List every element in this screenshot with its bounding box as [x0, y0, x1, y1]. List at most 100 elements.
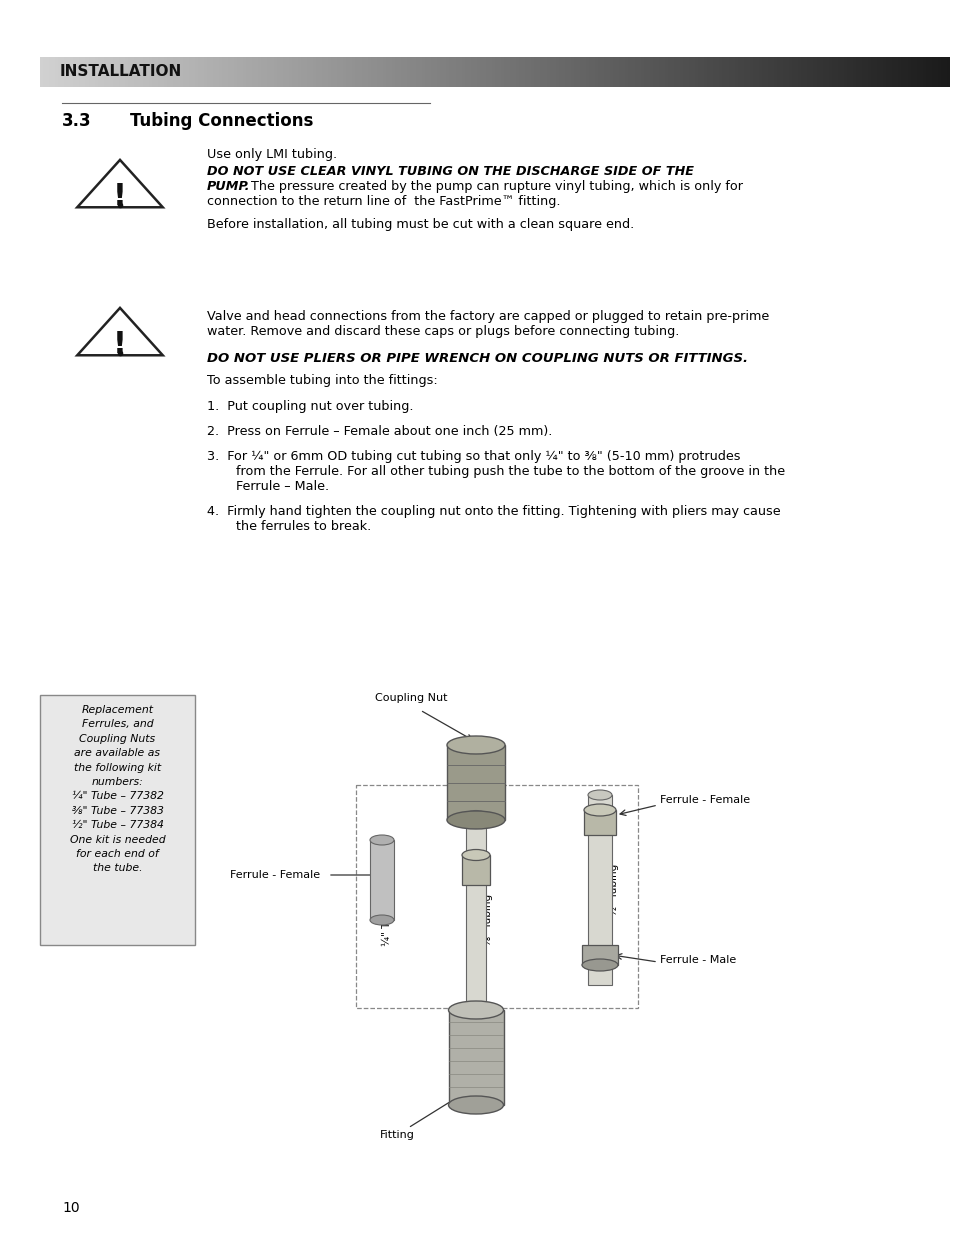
- Bar: [816, 57, 819, 86]
- Text: INSTALLATION: INSTALLATION: [60, 64, 182, 79]
- Bar: [410, 57, 413, 86]
- Bar: [570, 57, 574, 86]
- Bar: [140, 57, 143, 86]
- Bar: [770, 57, 773, 86]
- Bar: [631, 57, 634, 86]
- Bar: [655, 57, 659, 86]
- Bar: [52, 57, 55, 86]
- Bar: [489, 57, 492, 86]
- Bar: [837, 57, 840, 86]
- Bar: [546, 57, 549, 86]
- Bar: [389, 57, 392, 86]
- Bar: [125, 57, 128, 86]
- Bar: [315, 57, 318, 86]
- Bar: [882, 57, 885, 86]
- Bar: [937, 57, 940, 86]
- Bar: [155, 57, 158, 86]
- Bar: [782, 57, 785, 86]
- Bar: [267, 57, 271, 86]
- Bar: [300, 57, 304, 86]
- Bar: [400, 57, 403, 86]
- Bar: [397, 57, 400, 86]
- Bar: [425, 57, 428, 86]
- Bar: [97, 57, 101, 86]
- Bar: [325, 57, 328, 86]
- Bar: [500, 57, 503, 86]
- Text: Ferrule - Female: Ferrule - Female: [659, 795, 749, 805]
- Bar: [574, 57, 577, 86]
- Bar: [447, 745, 504, 820]
- Bar: [864, 57, 867, 86]
- Text: Coupling Nut: Coupling Nut: [375, 693, 447, 703]
- Bar: [456, 57, 458, 86]
- Text: 10: 10: [62, 1200, 79, 1215]
- Bar: [637, 57, 639, 86]
- Bar: [677, 57, 679, 86]
- Bar: [898, 57, 901, 86]
- Bar: [906, 57, 909, 86]
- Bar: [628, 57, 631, 86]
- Bar: [443, 57, 446, 86]
- Bar: [261, 57, 264, 86]
- Text: Valve and head connections from the factory are capped or plugged to retain pre-: Valve and head connections from the fact…: [207, 310, 768, 324]
- Bar: [582, 57, 585, 86]
- Ellipse shape: [465, 1020, 485, 1030]
- Bar: [358, 57, 361, 86]
- Bar: [752, 57, 755, 86]
- Bar: [876, 57, 880, 86]
- Text: The pressure created by the pump can rupture vinyl tubing, which is only for: The pressure created by the pump can rup…: [247, 180, 742, 193]
- Bar: [258, 57, 261, 86]
- Bar: [767, 57, 770, 86]
- Bar: [115, 57, 119, 86]
- Bar: [831, 57, 834, 86]
- Bar: [592, 57, 595, 86]
- Bar: [503, 57, 507, 86]
- Bar: [700, 57, 703, 86]
- Ellipse shape: [448, 1002, 503, 1019]
- Bar: [579, 57, 582, 86]
- Bar: [692, 57, 695, 86]
- Bar: [200, 57, 204, 86]
- Text: Ferrule - Male: Ferrule - Male: [659, 955, 736, 965]
- Bar: [331, 57, 334, 86]
- Bar: [49, 57, 52, 86]
- Bar: [719, 57, 721, 86]
- Ellipse shape: [447, 736, 504, 755]
- Bar: [716, 57, 719, 86]
- Bar: [537, 57, 540, 86]
- Bar: [304, 57, 307, 86]
- Bar: [334, 57, 337, 86]
- Bar: [819, 57, 821, 86]
- Bar: [107, 57, 110, 86]
- Bar: [595, 57, 598, 86]
- Bar: [661, 57, 664, 86]
- Bar: [764, 57, 767, 86]
- Bar: [446, 57, 449, 86]
- Ellipse shape: [587, 790, 612, 800]
- Bar: [798, 57, 801, 86]
- Bar: [685, 57, 688, 86]
- Bar: [282, 57, 285, 86]
- Bar: [231, 57, 233, 86]
- Bar: [528, 57, 531, 86]
- Bar: [152, 57, 155, 86]
- Bar: [228, 57, 231, 86]
- Bar: [395, 57, 397, 86]
- Bar: [919, 57, 922, 86]
- Bar: [94, 57, 97, 86]
- Bar: [143, 57, 146, 86]
- Text: PUMP.: PUMP.: [207, 180, 251, 193]
- Bar: [834, 57, 837, 86]
- Bar: [43, 57, 46, 86]
- Bar: [219, 57, 222, 86]
- Bar: [479, 57, 482, 86]
- Bar: [895, 57, 898, 86]
- Bar: [440, 57, 443, 86]
- Bar: [222, 57, 225, 86]
- Bar: [813, 57, 816, 86]
- Bar: [749, 57, 752, 86]
- Ellipse shape: [447, 811, 504, 829]
- Bar: [513, 57, 516, 86]
- Bar: [167, 57, 171, 86]
- Bar: [449, 1010, 503, 1105]
